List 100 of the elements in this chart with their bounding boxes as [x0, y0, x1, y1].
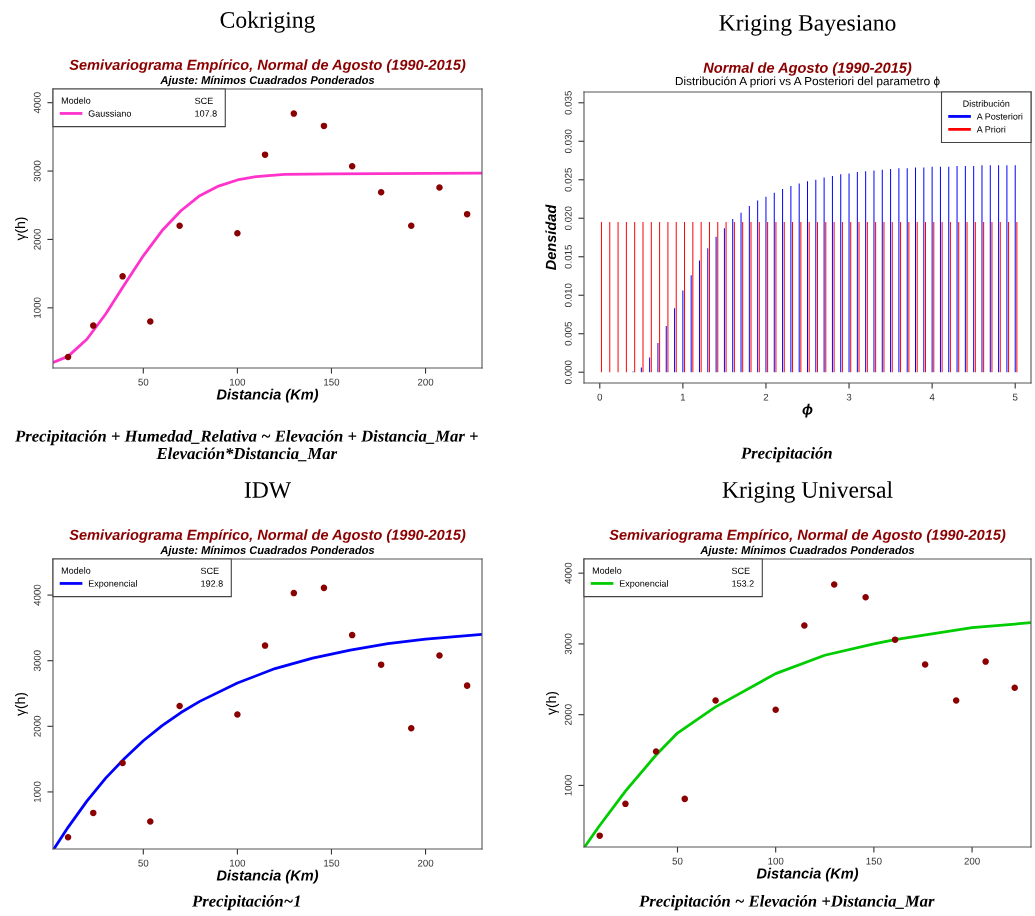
point [320, 584, 328, 592]
point [176, 222, 183, 230]
y-axis-title: γ(h) [546, 691, 559, 715]
point [463, 682, 471, 689]
point [921, 661, 929, 668]
y-tick-label: 2000 [564, 704, 572, 725]
legend-title: Distribución [963, 100, 1010, 107]
x-tick-label: 200 [417, 378, 434, 386]
point [952, 697, 960, 704]
point [290, 589, 298, 597]
x-tick-label: 150 [324, 378, 340, 386]
x-axis-title: Distancia (Km) [756, 867, 859, 882]
y-axis-title: Densidad [545, 204, 557, 271]
annotation: 192.8 [201, 580, 223, 587]
y-tick-label: 0.005 [564, 321, 572, 346]
y-tick-label: 4000 [33, 584, 41, 606]
x-tick-label: 200 [417, 859, 434, 867]
x-tick-label: 5 [1012, 393, 1018, 401]
y-tick-label: 1000 [33, 781, 41, 802]
legend-label: Exponencial [88, 580, 137, 589]
y-tick-label: 0.035 [564, 91, 572, 115]
point [234, 711, 241, 718]
x-tick-label: 150 [866, 857, 882, 865]
y-axis-title: γ(h) [15, 217, 28, 241]
point [320, 122, 328, 130]
legend-label: Gaussiano [88, 110, 131, 117]
x-tick-label: 50 [672, 857, 683, 865]
x-tick-label: 100 [230, 378, 246, 386]
point [1011, 684, 1018, 692]
x-tick-label: 0 [597, 393, 603, 401]
chart-title: IDW [244, 482, 292, 499]
legend-title: Modelo [61, 97, 91, 104]
y-axis-title: γ(h) [15, 692, 28, 716]
chart-subtitle: Semivariograma Empírico, Normal de Agosto (1990-2015) [69, 59, 466, 73]
x-tick-label: 2 [763, 393, 769, 401]
x-tick-label: 150 [324, 859, 340, 867]
point [772, 706, 779, 713]
legend-title: Modelo [61, 567, 91, 574]
point [147, 318, 154, 325]
y-tick-label: 3000 [564, 633, 572, 655]
chart-subtitle: Normal de Agosto (1990-2015) [703, 62, 912, 76]
annotation: SCE [731, 567, 750, 575]
chart-title: Kriging Bayesiano [719, 14, 896, 36]
y-tick-label: 1000 [33, 297, 41, 318]
chart-subtitle: Semivariograma Empírico, Normal de Agosto (1990-2015) [609, 529, 1006, 543]
y-tick-label: 2000 [33, 229, 41, 250]
point [90, 809, 97, 817]
text: Ajuste: Mínimos Cuadrados Ponderados [160, 545, 375, 557]
point [712, 697, 719, 704]
point [801, 622, 808, 629]
point [147, 818, 154, 825]
y-tick-label: 1000 [564, 775, 572, 796]
point [119, 273, 126, 280]
x-axis-title: ϕ [802, 403, 813, 418]
text: Ajuste: Mínimos Cuadrados Ponderados [700, 545, 915, 557]
point [119, 759, 126, 767]
legend-label: A Posteriori [976, 113, 1023, 120]
x-axis-title: Distancia (Km) [216, 869, 319, 884]
x-tick-label: 1 [680, 393, 686, 401]
legend-title: Modelo [592, 567, 622, 574]
point [681, 795, 689, 803]
annotation: 107.8 [195, 110, 217, 117]
point [90, 322, 97, 329]
y-tick-label: 2000 [33, 715, 41, 737]
text: Precipitación~1 [192, 895, 300, 911]
y-tick-label: 3000 [33, 650, 41, 672]
x-tick-label: 3 [846, 393, 852, 401]
chart-subtitle: Semivariograma Empírico, Normal de Agosto (1990-2015) [69, 529, 466, 543]
x-tick-label: 4 [929, 393, 935, 401]
legend-label: Exponencial [619, 580, 668, 589]
text: Precipitación + Humedad_Relativa ~ Elevación + Distancia_Mar + Elevación*Distancia_Mar [15, 430, 478, 462]
chart-title: Kriging Universal [722, 481, 893, 503]
point [290, 110, 298, 117]
point [891, 636, 899, 643]
y-tick-label: 0.000 [564, 360, 572, 385]
y-tick-label: 4000 [33, 92, 41, 114]
x-tick-label: 50 [138, 859, 149, 867]
x-tick-label: 100 [768, 857, 784, 865]
y-tick-label: 3000 [33, 160, 41, 182]
legend-label: A Priori [976, 125, 1006, 133]
x-tick-label: 100 [230, 859, 246, 867]
point [862, 593, 869, 601]
point [64, 833, 72, 841]
point [377, 189, 385, 196]
annotation: SCE [200, 567, 219, 575]
text: Distribución A priori vs A Posteriori del parametro ϕ [675, 76, 940, 88]
line-series [53, 171, 482, 364]
point [377, 661, 385, 668]
point [436, 184, 443, 191]
x-axis-title: Distancia (Km) [216, 388, 319, 403]
point [463, 210, 471, 218]
text: Precipitación [740, 447, 832, 463]
point [261, 642, 269, 649]
text: Precipitación ~ Elevación +Distancia_Mar [639, 895, 935, 911]
point [408, 725, 415, 732]
y-tick-label: 0.015 [564, 244, 572, 269]
point [830, 581, 838, 588]
annotation: 153.2 [732, 580, 754, 587]
point [408, 222, 415, 230]
y-tick-label: 0.020 [564, 206, 572, 231]
